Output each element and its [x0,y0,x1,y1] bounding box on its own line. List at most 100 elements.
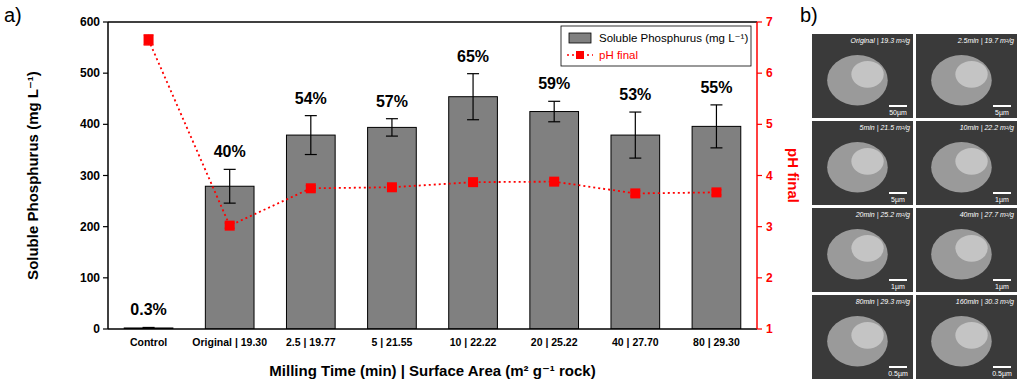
sem-image: 40min | 27.7 m²/g1µm [916,208,1017,292]
error-bar [386,119,398,136]
image-caption: Original | 19.3 m²/g [851,37,911,45]
annotation: 59% [538,75,570,92]
bar [205,186,254,329]
image-frame [916,295,1017,379]
x-axis-line [108,328,757,330]
error-stem [229,169,230,203]
error-cap [710,104,722,105]
annotation: 0.3% [130,301,166,318]
sem-image: Original | 19.3 m²/g 50µm [812,34,913,118]
error-cap [224,203,236,204]
error-stem [716,105,717,148]
image-caption: 5min | 21.5 m²/g [860,124,911,132]
error-stem [472,74,473,120]
particle [851,148,883,175]
legend-label: Soluble Phosphurus (mg L⁻¹) [599,32,748,44]
x-tick-label: Original | 19.30 [192,336,267,348]
error-cap [386,136,398,137]
x-tick-label: 2.5 | 19.77 [286,336,336,348]
sem-image: 10min | 22.2 m²/g1µm [916,121,1017,205]
marker [549,177,559,187]
x-tick-label: 10 | 22.22 [450,336,497,348]
y-tick-label: 300 [80,169,100,183]
error-cap [467,73,479,74]
scale-bar-label: 5µm [891,196,905,204]
image-frame [916,34,1017,118]
y-tick-label: 600 [80,15,100,29]
particle [955,61,987,88]
legend-swatch [569,33,591,43]
y2-tick-label: 3 [766,220,773,234]
particle [955,148,987,175]
data-labels: 0.3%40%54%57%65%59%53%55% [130,48,732,319]
particle [827,142,888,192]
y-tick-label: 500 [80,66,100,80]
x-tick-label: 20 | 25.22 [531,336,578,348]
scale-bar [889,366,907,368]
error-cap [305,115,317,116]
marker [468,177,478,187]
line [149,40,717,226]
x-tick-label: 80 | 29.30 [693,336,740,348]
image-frame [812,121,913,205]
image-caption: 160min | 30.3 m²/g [956,298,1014,306]
particle [931,229,992,279]
error-stem [391,119,392,136]
bar [449,97,498,329]
legend: Soluble Phosphurus (mg L⁻¹) pH final [561,26,751,66]
scale-bar [889,279,907,281]
marker [387,182,397,192]
annotation: 55% [700,79,732,96]
error-bar [144,35,154,45]
scale-bar-label: 1µm [891,283,905,291]
error-bar [710,105,722,148]
scale-bar-label: 5µm [995,109,1009,117]
y-tick-label: 100 [80,271,100,285]
image-frame [812,34,913,118]
error-bar [224,169,236,203]
bar [530,112,579,329]
legend-label: pH final [599,49,638,61]
legend-marker [576,51,584,59]
y-tick-label: 400 [80,117,100,131]
error-bar [548,101,560,121]
legend-box [561,26,751,66]
error-stem [635,112,636,158]
scale-bar [993,192,1011,194]
marker [630,188,640,198]
error-cap [629,158,641,159]
plot-marks [124,35,741,329]
y2-tick-label: 4 [766,169,773,183]
sem-image: 80min | 29.3 m²/g0.5µm [812,295,913,379]
top-frame [108,21,757,23]
scale-bar [993,279,1011,281]
scale-bar [889,105,907,107]
error-cap [548,101,560,102]
y2-axis-line [756,22,758,329]
bar [611,135,660,329]
scale-bar-label: 50µm [889,109,907,117]
scale-bar [993,105,1011,107]
annotation: 40% [214,143,246,160]
error-cap [224,169,236,170]
error-stem [554,101,555,121]
y2-tick-label: 5 [766,117,773,131]
error-cap [386,118,398,119]
y2-tick-label: 1 [766,322,773,336]
particle [827,316,888,366]
image-frame [812,295,913,379]
scale-bar-label: 1µm [995,196,1009,204]
sem-image: 2.5min | 19.7 m²/g5µm [916,34,1017,118]
annotation: 65% [457,48,489,65]
x-tick-label: 5 | 21.55 [371,336,412,348]
bar [368,127,417,329]
image-caption: 80min | 29.3 m²/g [856,298,910,306]
y2-tick-label: 6 [766,66,773,80]
figure: a)01002003004005006001234567ControlOrigi… [0,0,1029,387]
error-stem [310,116,311,155]
panel-label: b) [800,4,818,26]
particle [827,229,888,279]
marker [144,35,154,45]
error-cap [629,111,641,112]
bar [286,135,335,329]
